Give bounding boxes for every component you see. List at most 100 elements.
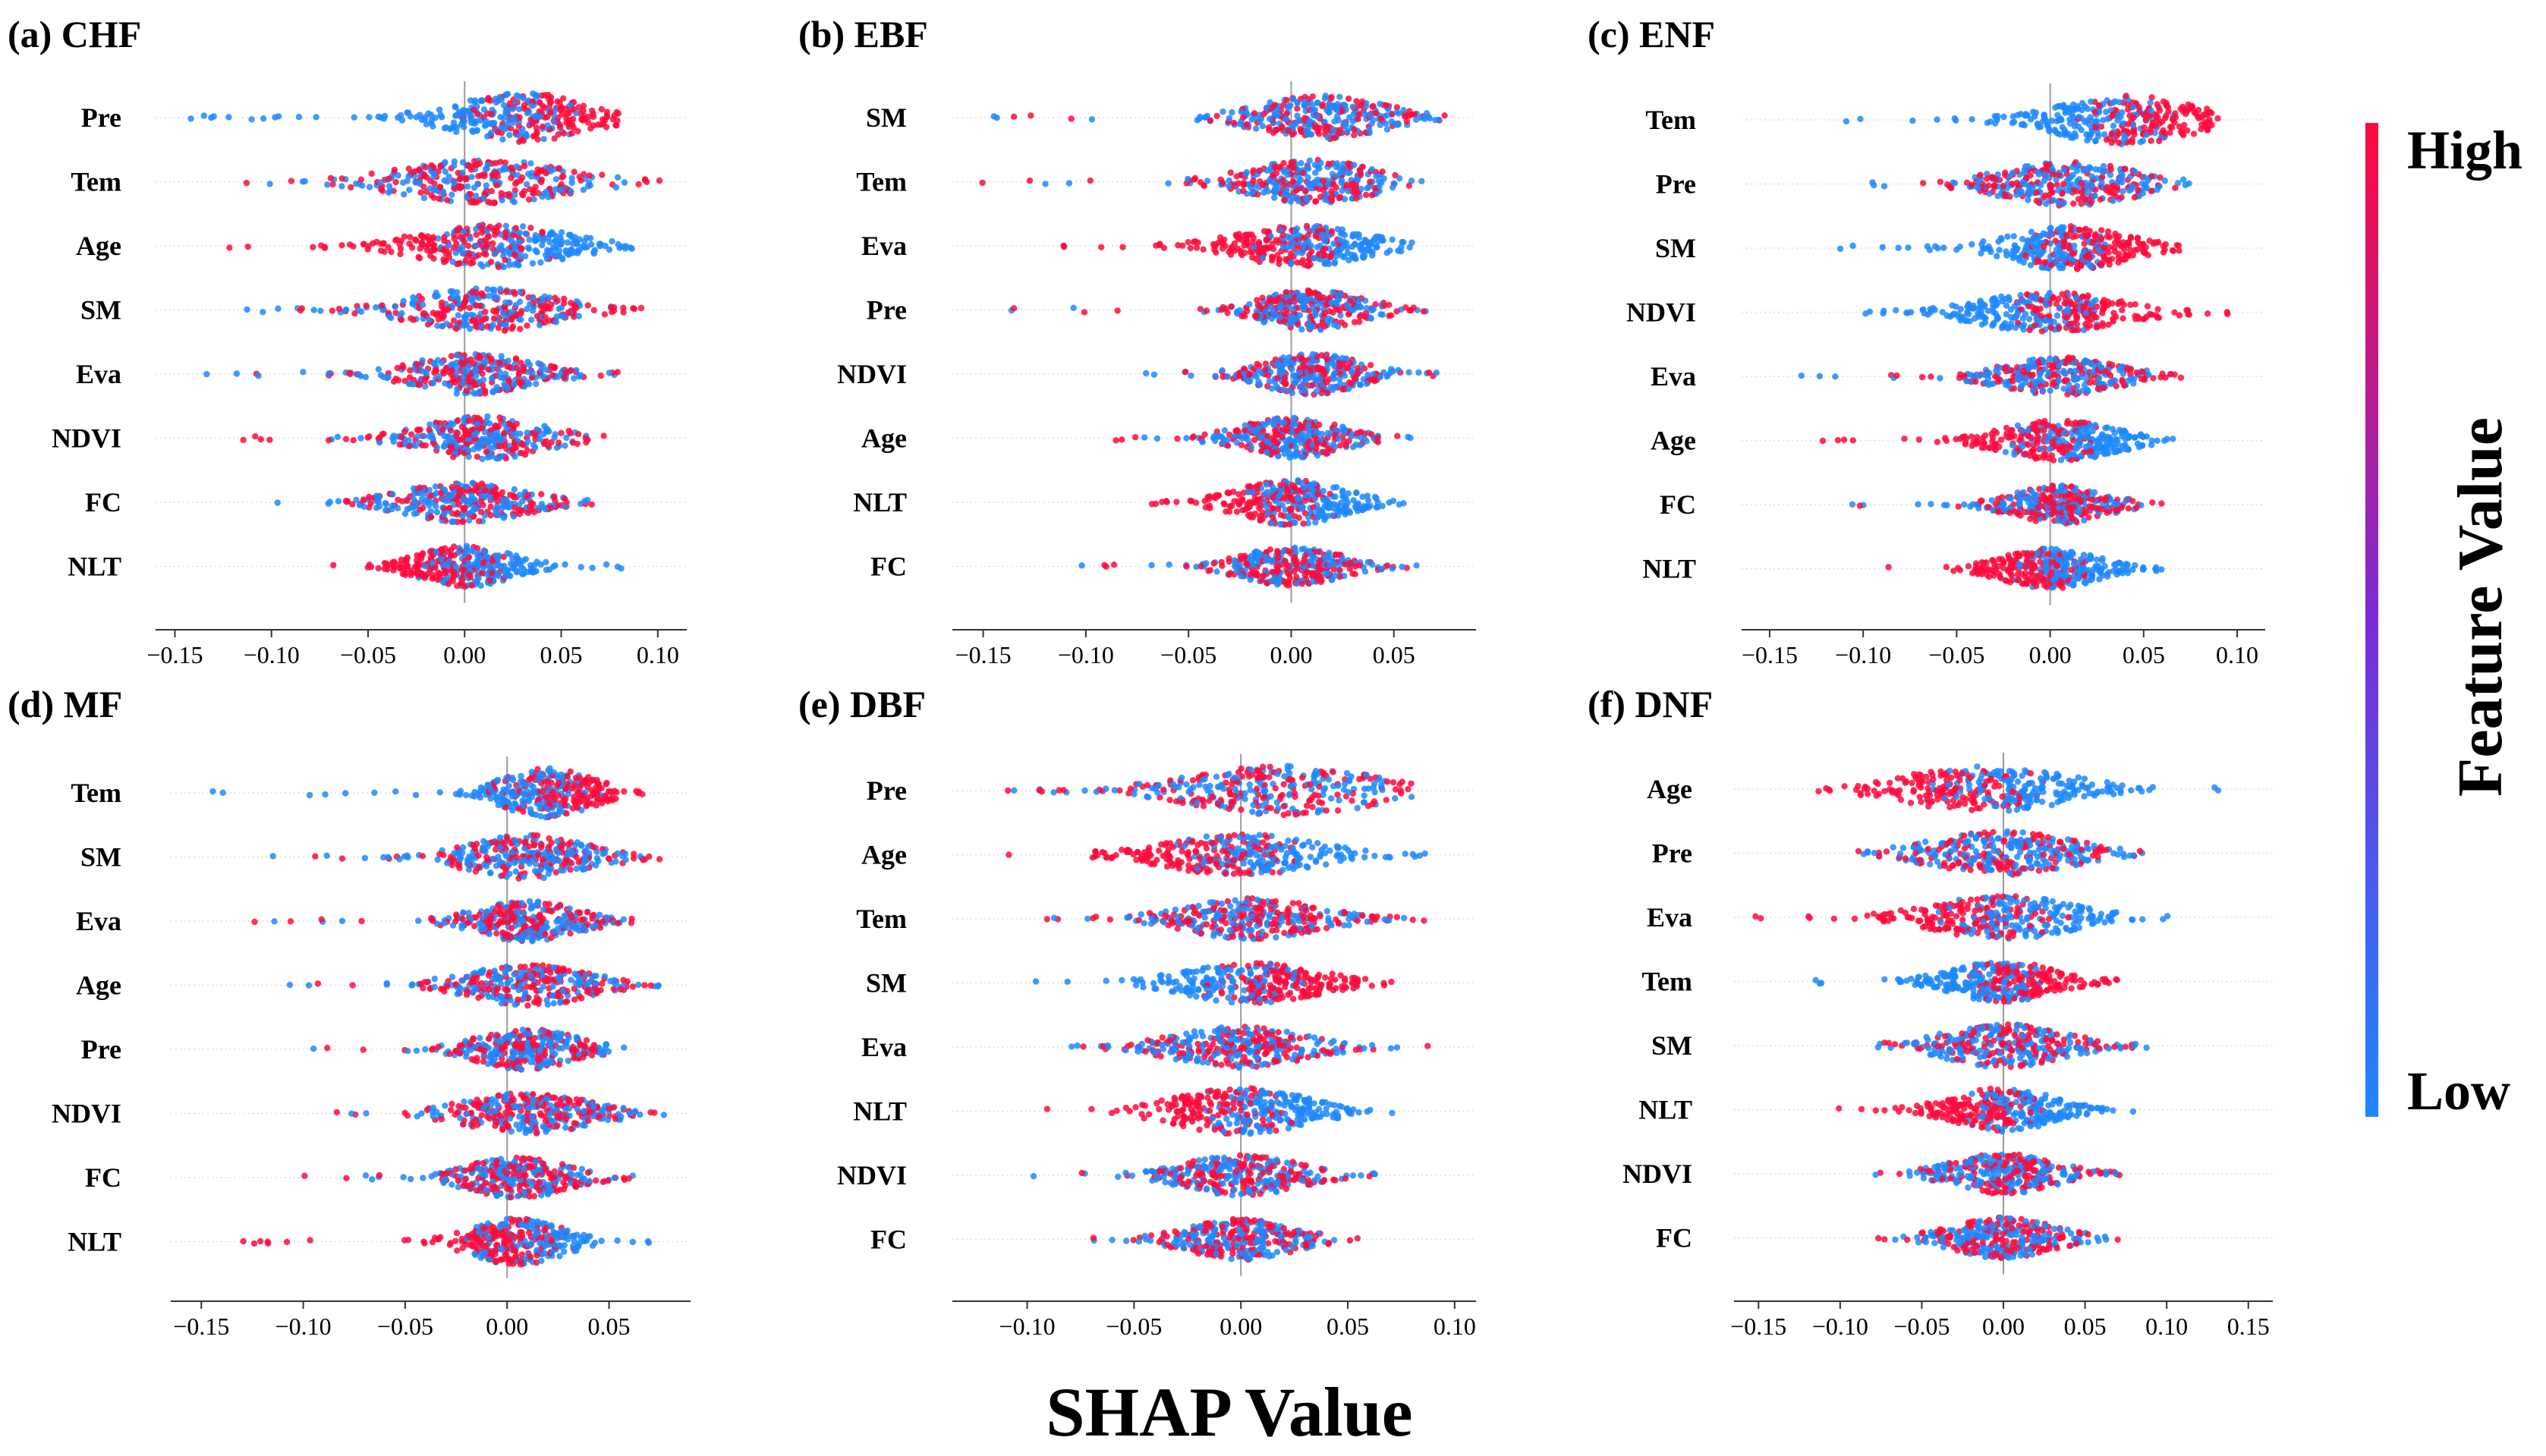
- x-tick-label: 0.00: [443, 641, 486, 668]
- swarm-point: [366, 114, 373, 121]
- swarm-point: [533, 124, 540, 131]
- swarm-point: [1190, 433, 1197, 440]
- swarm-point: [561, 300, 568, 307]
- swarm-point: [1264, 432, 1271, 439]
- swarm-point: [454, 124, 461, 131]
- swarm-point: [346, 241, 354, 248]
- swarm-point: [516, 105, 523, 113]
- swarm-point: [1396, 501, 1403, 508]
- swarm-point: [1368, 307, 1375, 314]
- swarm-point: [443, 320, 450, 327]
- swarm-point: [493, 386, 501, 394]
- swarm-point: [520, 192, 527, 199]
- swarm-point: [382, 507, 389, 514]
- swarm-point: [1238, 252, 1245, 259]
- swarm-point: [1400, 107, 1407, 114]
- swarm-point: [1320, 101, 1327, 108]
- swarm-point: [447, 427, 455, 434]
- swarm-point: [577, 177, 584, 184]
- swarm-point: [483, 118, 489, 124]
- swarm-point: [432, 366, 439, 373]
- swarm-point: [1379, 234, 1386, 241]
- swarm-point: [447, 438, 454, 445]
- swarm-point: [597, 372, 604, 379]
- swarm-point: [502, 299, 509, 306]
- swarm-point: [1286, 387, 1293, 395]
- swarm-point: [433, 508, 441, 516]
- swarm-point: [581, 498, 588, 505]
- swarm-point: [357, 435, 364, 442]
- swarm-point: [473, 366, 480, 373]
- swarm-point: [484, 162, 492, 168]
- swarm-point: [438, 555, 445, 563]
- swarm-point: [435, 316, 442, 322]
- swarm-point: [1266, 127, 1273, 134]
- swarm-point: [1262, 366, 1269, 373]
- swarm-point: [392, 303, 399, 310]
- swarm-point: [1153, 435, 1161, 442]
- swarm-point: [398, 310, 405, 317]
- swarm-point: [1418, 178, 1425, 184]
- swarm-point: [610, 307, 618, 314]
- swarm-point: [398, 434, 405, 441]
- swarm-point: [1257, 117, 1264, 124]
- swarm-point: [1026, 177, 1034, 184]
- swarm-point: [1187, 497, 1194, 505]
- swarm-point: [525, 196, 533, 203]
- swarm-point: [498, 190, 505, 197]
- swarm-point: [426, 185, 434, 192]
- swarm-point: [1364, 184, 1371, 192]
- swarm-point: [612, 121, 619, 129]
- swarm-point: [1207, 493, 1213, 500]
- swarm-point: [601, 311, 609, 318]
- swarm-point: [613, 108, 620, 116]
- swarm-point: [1061, 244, 1068, 250]
- swarm-point: [368, 170, 375, 177]
- swarm-point: [1274, 106, 1281, 113]
- swarm-point: [517, 325, 524, 332]
- swarm-point: [537, 259, 544, 266]
- swarm-point: [511, 453, 518, 460]
- swarm-point: [1383, 102, 1389, 108]
- swarm-point: [1335, 436, 1342, 442]
- swarm-point: [609, 237, 615, 245]
- swarm-point: [338, 183, 345, 190]
- swarm-point: [1381, 302, 1388, 309]
- swarm-point: [1314, 244, 1320, 251]
- swarm-point: [386, 313, 393, 320]
- feature-label-sm: SM: [80, 295, 121, 325]
- swarm-point: [641, 177, 649, 184]
- swarm-point: [600, 432, 607, 439]
- swarm-point: [1379, 311, 1386, 318]
- swarm-point: [509, 105, 516, 112]
- swarm-point: [1310, 304, 1317, 311]
- swarm-point: [486, 577, 493, 584]
- swarm-point: [1331, 421, 1338, 428]
- swarm-point: [1253, 312, 1260, 319]
- swarm-point: [1247, 249, 1254, 256]
- swarm-point: [1270, 421, 1278, 429]
- swarm-point: [406, 241, 413, 247]
- swarm-point: [1276, 520, 1284, 528]
- swarm-point: [414, 433, 421, 440]
- swarm-point: [500, 115, 508, 121]
- swarm-point: [1358, 247, 1365, 254]
- swarm-point: [511, 381, 518, 388]
- swarm-point: [334, 433, 341, 440]
- swarm-point: [441, 511, 448, 517]
- swarm-point: [1358, 102, 1364, 108]
- swarm-point: [1241, 370, 1248, 377]
- swarm-point: [355, 371, 363, 378]
- swarm-point: [467, 199, 474, 206]
- swarm-point: [1389, 368, 1396, 375]
- swarm-point: [310, 307, 317, 313]
- swarm-point: [448, 483, 455, 491]
- swarm-point: [1377, 100, 1383, 108]
- swarm-point: [1324, 389, 1331, 396]
- swarm-point: [1028, 112, 1034, 119]
- swarm-point: [518, 379, 526, 385]
- swarm-point: [1221, 427, 1229, 434]
- swarm-point: [1369, 252, 1376, 259]
- swarm-point: [1287, 495, 1294, 502]
- swarm-point: [589, 564, 596, 571]
